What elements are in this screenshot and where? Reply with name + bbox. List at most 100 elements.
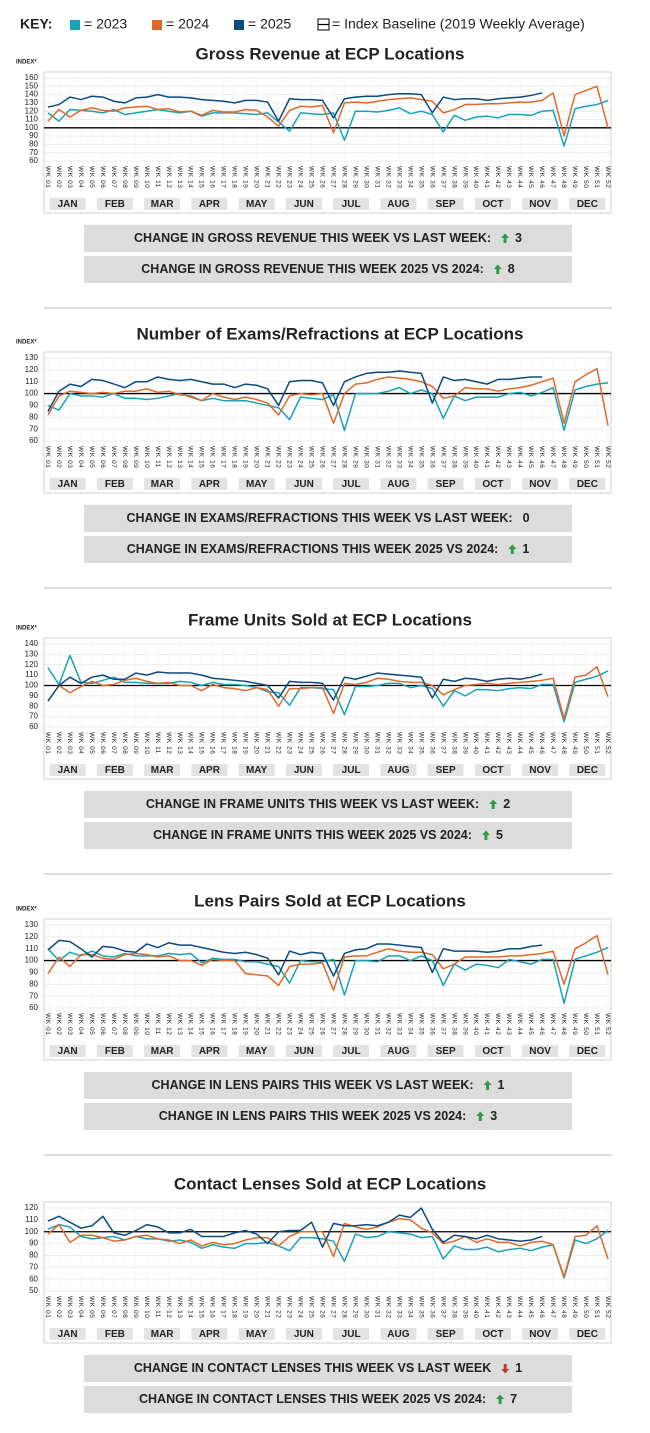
x-tick-label: WK 42: [494, 1296, 501, 1319]
y-tick-label: 110: [25, 377, 38, 386]
month-band: [522, 1328, 559, 1340]
x-tick-label: WK 01: [44, 166, 51, 189]
y-axis-label: INDEX*: [16, 60, 37, 66]
x-tick-label: WK 41: [483, 1013, 490, 1036]
x-tick-label: WK 12: [165, 446, 172, 469]
change-label: CHANGE IN EXAMS/REFRACTIONS THIS WEEK VS…: [126, 511, 512, 525]
month-band: [474, 478, 511, 490]
month-band: [144, 198, 181, 210]
change-box: [84, 1103, 572, 1130]
x-tick-label: WK 34: [406, 732, 413, 755]
change-value: 7: [510, 1392, 517, 1406]
y-tick-label: 80: [29, 979, 38, 988]
x-tick-label: WK 46: [538, 1013, 545, 1036]
month-band: [569, 764, 606, 776]
x-tick-label: WK 26: [319, 446, 326, 469]
x-tick-label: WK 27: [329, 446, 336, 469]
month-label: JUL: [342, 1046, 361, 1057]
month-band: [522, 478, 559, 490]
month-label: MAY: [246, 199, 268, 210]
month-band: [238, 198, 275, 210]
x-tick-label: WK 16: [209, 446, 216, 469]
month-label: MAY: [246, 1046, 268, 1057]
x-tick-label: WK 14: [187, 166, 194, 189]
month-band: [191, 764, 228, 776]
month-band: [49, 1045, 86, 1057]
month-label: DEC: [577, 765, 598, 776]
x-tick-label: WK 10: [143, 446, 150, 469]
month-label: MAR: [151, 1046, 175, 1057]
y-tick-label: 100: [25, 123, 39, 132]
x-tick-label: WK 07: [110, 446, 117, 469]
x-tick-label: WK 39: [461, 446, 468, 469]
month-band: [238, 1328, 275, 1340]
change-box: [84, 225, 572, 252]
x-tick-label: WK 42: [494, 1013, 501, 1036]
y-tick-label: 130: [25, 353, 39, 362]
key-label: = 2025: [248, 16, 291, 32]
x-tick-label: WK 24: [297, 1296, 304, 1319]
month-label: SEP: [436, 479, 456, 490]
month-band: [427, 1045, 464, 1057]
x-tick-label: WK 43: [505, 1013, 512, 1036]
x-tick-label: WK 31: [373, 732, 380, 755]
month-label: NOV: [529, 765, 551, 776]
x-tick-label: WK 37: [439, 732, 446, 755]
month-band: [285, 478, 322, 490]
x-tick-label: WK 37: [439, 446, 446, 469]
x-tick-label: WK 51: [593, 1013, 600, 1036]
y-tick-label: 60: [29, 436, 38, 445]
change-row: CHANGE IN GROSS REVENUE THIS WEEK 2025 V…: [141, 262, 514, 276]
x-tick-label: WK 49: [571, 446, 578, 469]
x-tick-label: WK 46: [538, 446, 545, 469]
x-tick-label: WK 03: [66, 446, 73, 469]
x-tick-label: WK 35: [417, 1013, 424, 1036]
y-tick-label: 60: [29, 1274, 38, 1283]
x-tick-label: WK 08: [121, 446, 128, 469]
x-tick-label: WK 45: [527, 446, 534, 469]
x-tick-label: WK 21: [264, 166, 271, 189]
y-tick-label: 60: [29, 156, 38, 165]
x-tick-label: WK 35: [417, 166, 424, 189]
x-tick-label: WK 48: [560, 732, 567, 755]
series-line: [47, 99, 609, 147]
y-tick-label: 80: [29, 412, 38, 421]
month-band: [285, 764, 322, 776]
x-tick-label: WK 34: [406, 446, 413, 469]
month-label: FEB: [105, 1046, 125, 1057]
x-tick-label: WK 48: [560, 166, 567, 189]
x-tick-label: WK 38: [450, 166, 457, 189]
month-band: [191, 478, 228, 490]
x-tick-label: WK 23: [286, 1296, 293, 1319]
arrow-up: [501, 233, 510, 243]
y-tick-label: 100: [25, 681, 39, 690]
x-tick-label: WK 28: [340, 1013, 347, 1036]
y-tick-label: 80: [29, 701, 38, 710]
x-tick-label: WK 18: [231, 166, 238, 189]
x-tick-label: WK 09: [132, 446, 139, 469]
change-value: 3: [490, 1109, 497, 1123]
x-tick-label: WK 17: [220, 446, 227, 469]
x-tick-label: WK 48: [560, 1296, 567, 1319]
x-tick-label: WK 01: [44, 1296, 51, 1319]
x-tick-label: WK 29: [351, 1013, 358, 1036]
y-tick-label: 80: [29, 1251, 38, 1260]
x-tick-label: WK 29: [351, 1296, 358, 1319]
x-tick-label: WK 46: [538, 732, 545, 755]
x-tick-label: WK 10: [143, 1296, 150, 1319]
x-tick-label: WK 29: [351, 166, 358, 189]
month-label: MAY: [246, 1329, 268, 1340]
x-tick-label: WK 35: [417, 446, 424, 469]
y-tick-label: 120: [25, 365, 39, 374]
x-tick-label: WK 31: [373, 1013, 380, 1036]
month-label: APR: [199, 1046, 221, 1057]
x-tick-label: WK 49: [571, 1013, 578, 1036]
x-tick-label: WK 40: [472, 732, 479, 755]
x-tick-label: WK 46: [538, 166, 545, 189]
month-label: AUG: [387, 1046, 409, 1057]
y-tick-label: 140: [25, 639, 39, 648]
month-band: [569, 1328, 606, 1340]
month-band: [427, 198, 464, 210]
month-label: MAR: [151, 1329, 175, 1340]
